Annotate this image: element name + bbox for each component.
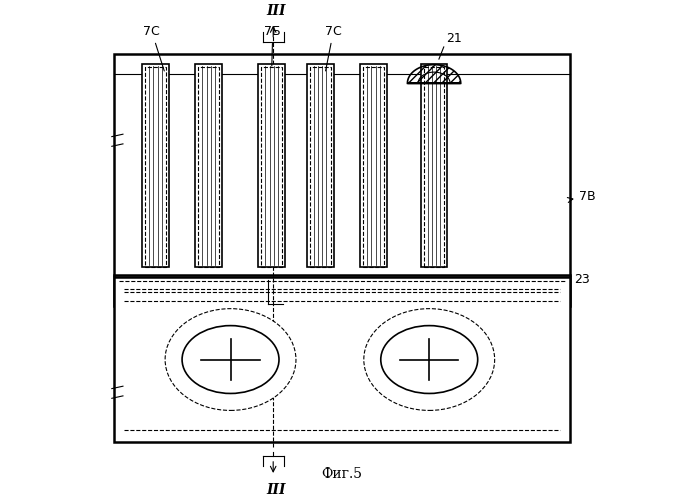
Bar (307, 64, 334, 268)
Text: 21: 21 (446, 32, 462, 44)
Bar (363, 67, 384, 268)
Bar (142, 64, 169, 268)
Bar (261, 67, 282, 268)
Ellipse shape (364, 308, 495, 410)
Text: 7Б: 7Б (265, 25, 281, 66)
Text: 23: 23 (575, 273, 590, 286)
Text: III: III (266, 483, 285, 497)
Text: III: III (266, 4, 285, 18)
Text: Фиг.5: Фиг.5 (321, 466, 363, 480)
Bar (310, 67, 330, 268)
Bar (114, 277, 570, 442)
Ellipse shape (182, 326, 279, 394)
Text: 7С: 7С (325, 25, 342, 71)
Bar (259, 64, 285, 268)
Bar (196, 64, 222, 268)
Text: 7В: 7В (567, 190, 596, 202)
Ellipse shape (165, 308, 296, 410)
Bar (360, 64, 387, 268)
Ellipse shape (381, 326, 477, 394)
Text: 7С: 7С (144, 25, 164, 71)
Bar (198, 67, 219, 268)
Bar (114, 54, 570, 306)
Bar (423, 67, 445, 268)
Bar (421, 64, 447, 268)
Bar (145, 67, 166, 268)
